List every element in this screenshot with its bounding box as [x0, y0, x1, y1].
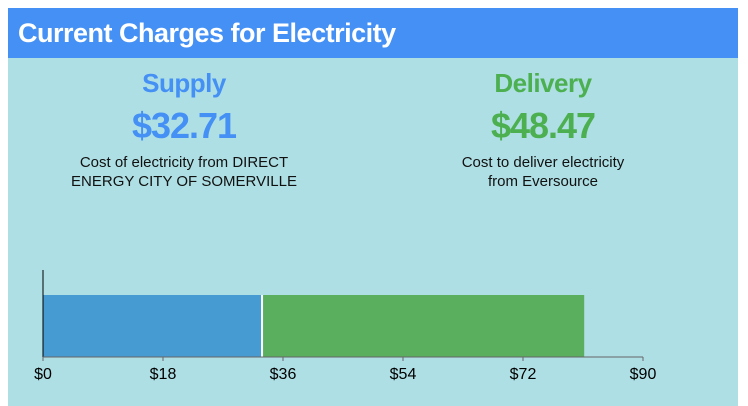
delivery-description-line1: Cost to deliver electricity — [461, 154, 625, 171]
x-tick-label: $72 — [510, 366, 537, 383]
delivery-label: Delivery — [494, 68, 592, 98]
x-tick-label: $18 — [150, 366, 177, 383]
x-tick-label: $36 — [270, 366, 297, 383]
supply-section: Supply $32.71 Cost of electricity from D… — [14, 66, 354, 191]
delivery-description: Cost to deliver electricity from Eversou… — [373, 153, 713, 191]
x-tick-label: $54 — [390, 366, 417, 383]
bar-delivery — [263, 295, 585, 357]
delivery-amount: $48.47 — [490, 105, 596, 146]
delivery-description-line2: from Eversource — [487, 173, 599, 190]
supply-description: Cost of electricity from DIRECT ENERGY C… — [14, 153, 354, 191]
bar-separator — [261, 295, 264, 357]
supply-amount: $32.71 — [131, 105, 237, 146]
supply-label: Supply — [142, 68, 226, 98]
bar-supply — [43, 295, 262, 357]
supply-description-line1: Cost of electricity from DIRECT — [79, 154, 289, 171]
supply-description-line2: ENERGY CITY OF SOMERVILLE — [71, 173, 297, 190]
x-tick-label: $90 — [630, 366, 657, 383]
delivery-section: Delivery $48.47 Cost to deliver electric… — [373, 66, 713, 191]
x-tick-label: $0 — [34, 366, 52, 383]
panel-title: Current Charges for Electricity — [8, 8, 738, 58]
